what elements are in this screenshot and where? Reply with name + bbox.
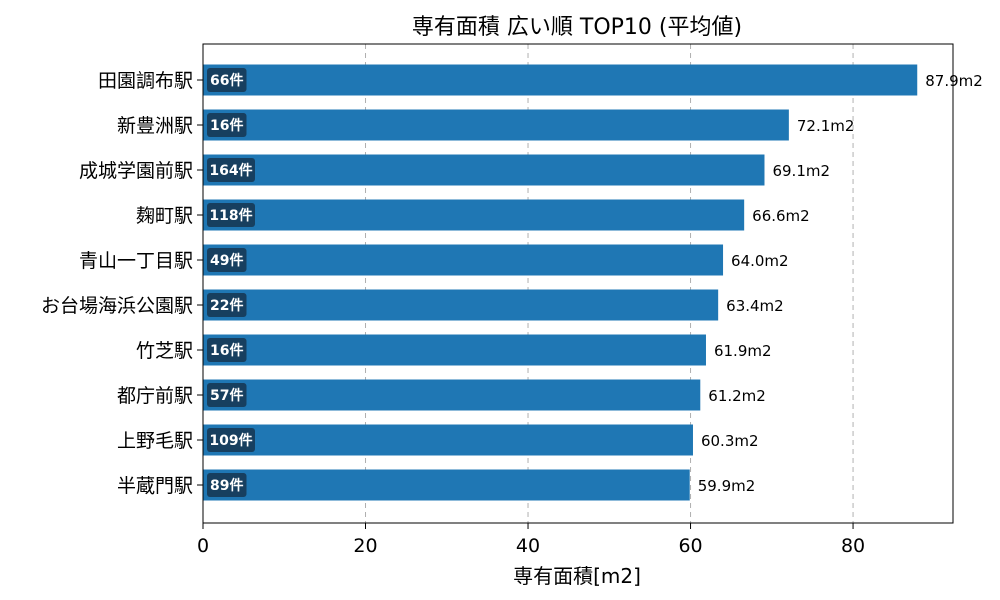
count-badge: [207, 203, 255, 227]
x-tick-label: 80: [841, 535, 865, 557]
y-tick-label: 竹芝駅: [136, 340, 193, 362]
y-tick-label: お台場海浜公園駅: [41, 295, 193, 317]
count-badge: [207, 248, 247, 272]
count-label: 89件: [210, 477, 243, 494]
value-label: 59.9m2: [698, 477, 756, 495]
bars: 87.9m2 66件 72.1m2 16件 69.1m2 164件 66.6m2 118件 64…: [203, 64, 983, 501]
chart-title: 専有面積 広い順 TOP10 (平均値): [412, 15, 742, 40]
count-badge: [207, 113, 247, 137]
count-label: 118件: [209, 207, 252, 224]
value-label: 66.6m2: [752, 207, 810, 225]
value-label: 63.4m2: [726, 297, 784, 315]
value-label: 64.0m2: [731, 252, 789, 270]
bar: [203, 154, 765, 186]
y-tick-label: 上野毛駅: [117, 430, 193, 452]
value-label: 61.9m2: [714, 342, 772, 360]
count-label: 22件: [210, 297, 243, 314]
bar: [203, 379, 701, 411]
count-badge: [207, 473, 247, 497]
value-label: 87.9m2: [925, 72, 983, 90]
x-tick-label: 0: [197, 535, 209, 557]
plot-area-frame: [202, 43, 954, 524]
count-badge: [207, 158, 255, 182]
bar: [203, 244, 724, 276]
count-label: 109件: [209, 432, 252, 449]
value-label: 61.2m2: [708, 387, 766, 405]
x-axis: 0 20 40 60 80: [197, 523, 865, 557]
count-label: 16件: [210, 342, 243, 359]
y-axis: 田園調布駅新豊洲駅成城学園前駅麹町駅青山一丁目駅お台場海浜公園駅竹芝駅都庁前駅上…: [41, 70, 203, 497]
count-badge: [207, 383, 247, 407]
bar: [203, 199, 745, 231]
y-tick-label: 青山一丁目駅: [79, 250, 193, 272]
y-tick-label: 新豊洲駅: [117, 115, 193, 137]
bar: [203, 469, 690, 501]
y-tick-label: 都庁前駅: [117, 385, 193, 407]
x-tick-label: 40: [516, 535, 540, 557]
count-label: 57件: [210, 387, 243, 404]
bar: [203, 64, 918, 96]
count-label: 16件: [210, 117, 243, 134]
count-badge: [207, 428, 255, 452]
x-tick-label: 20: [353, 535, 377, 557]
value-label: 69.1m2: [772, 162, 830, 180]
count-badge: [207, 293, 247, 317]
x-axis-label: 専有面積[m2]: [513, 564, 641, 588]
y-tick-label: 麹町駅: [136, 205, 193, 227]
y-tick-label: 田園調布駅: [98, 70, 193, 92]
x-tick-label: 60: [678, 535, 702, 557]
bar: [203, 109, 789, 141]
count-badge: [207, 338, 247, 362]
bar: [203, 334, 706, 366]
value-label: 60.3m2: [701, 432, 759, 450]
bar: [203, 289, 719, 321]
value-label: 72.1m2: [797, 117, 855, 135]
bar: [203, 424, 693, 456]
count-label: 49件: [210, 252, 243, 269]
count-label: 66件: [210, 72, 243, 89]
count-label: 164件: [209, 162, 252, 179]
y-tick-label: 成城学園前駅: [79, 160, 193, 182]
count-badge: [207, 68, 247, 92]
y-tick-label: 半蔵門駅: [117, 475, 193, 497]
